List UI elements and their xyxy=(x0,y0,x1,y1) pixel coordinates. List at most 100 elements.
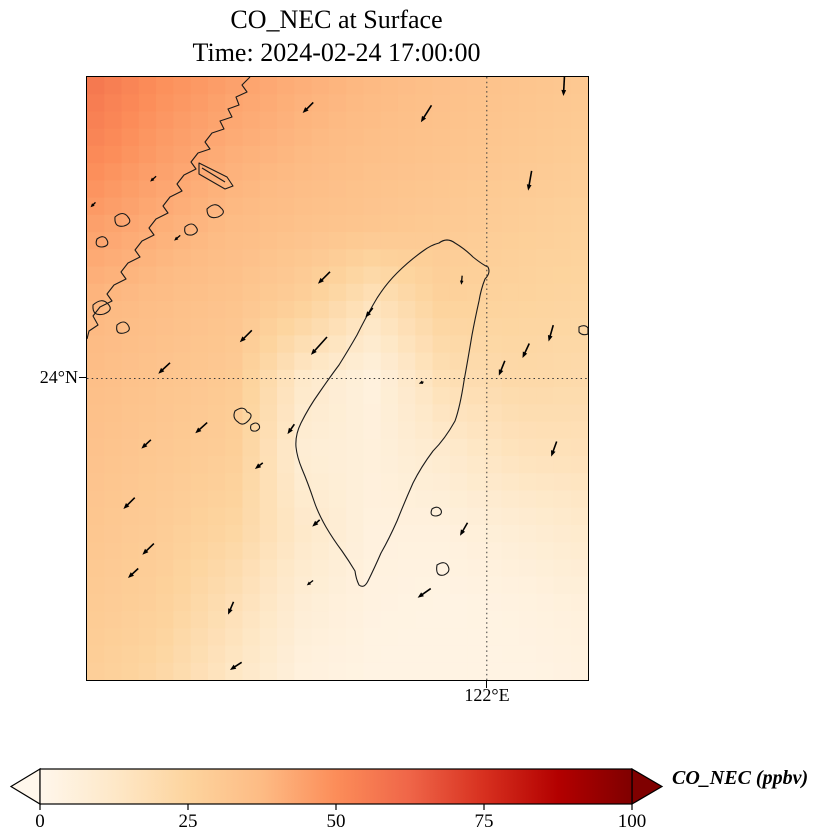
heatmap-cell xyxy=(536,507,555,526)
heatmap-cell xyxy=(259,421,278,440)
wind-arrow-head-icon xyxy=(547,335,553,342)
heatmap-cell xyxy=(346,232,365,250)
heatmap-cell xyxy=(277,94,295,113)
heatmap-cell xyxy=(328,232,347,250)
heatmap-cell xyxy=(397,524,416,543)
heatmap-cell xyxy=(346,94,365,113)
heatmap-cell xyxy=(363,335,382,354)
heatmap-cell xyxy=(104,232,123,250)
heatmap-cell xyxy=(380,180,399,199)
heatmap-cell xyxy=(467,542,485,560)
heatmap-cell xyxy=(518,94,537,113)
heatmap-cell xyxy=(397,283,416,302)
map-axes xyxy=(86,76,589,681)
heatmap-cell xyxy=(173,111,192,130)
wind-arrow-head-icon xyxy=(287,427,293,435)
heatmap-cell xyxy=(121,507,140,526)
heatmap-cell xyxy=(121,456,140,474)
island-coastline xyxy=(184,223,198,236)
heatmap-cell xyxy=(328,507,347,526)
heatmap-cell xyxy=(121,387,140,405)
heatmap-cell xyxy=(380,662,399,680)
heatmap-cell xyxy=(536,214,555,233)
heatmap-cell xyxy=(553,163,572,181)
heatmap-cell xyxy=(570,266,588,285)
heatmap-cell xyxy=(190,335,209,354)
heatmap-cell xyxy=(259,404,278,423)
heatmap-cell xyxy=(104,249,123,268)
heatmap-cell xyxy=(328,404,347,423)
wind-arrow-shaft xyxy=(422,104,433,120)
heatmap-cell xyxy=(294,438,313,457)
heatmap-cell xyxy=(484,645,503,664)
heatmap-cell xyxy=(553,421,572,440)
heatmap-cell xyxy=(173,421,192,440)
heatmap-cell xyxy=(311,180,330,199)
heatmap-cell xyxy=(121,352,140,371)
heatmap-cell xyxy=(363,404,382,423)
heatmap-cell xyxy=(121,524,140,543)
heatmap-cell xyxy=(380,421,399,440)
heatmap-cell xyxy=(501,283,520,302)
wind-arrow-head-icon xyxy=(550,450,556,457)
wind-arrow-head-icon xyxy=(312,520,319,527)
heatmap-cell xyxy=(121,576,140,595)
heatmap-cell xyxy=(259,94,278,113)
heatmap-cell xyxy=(311,318,330,337)
heatmap-cell xyxy=(570,77,588,95)
heatmap-cell xyxy=(536,524,555,543)
heatmap-cell xyxy=(380,145,399,164)
heatmap-cell xyxy=(536,421,555,440)
heatmap-cell xyxy=(346,542,365,560)
heatmap-cell xyxy=(536,163,555,181)
heatmap-cell xyxy=(518,404,537,423)
heatmap-cell xyxy=(432,559,451,578)
heatmap-cell xyxy=(484,421,503,440)
heatmap-cell xyxy=(121,490,140,509)
heatmap-cell xyxy=(553,352,572,371)
heatmap-cell xyxy=(415,111,434,130)
wind-arrow-head-icon xyxy=(317,277,324,284)
heatmap-cell xyxy=(277,576,295,595)
heatmap-cell xyxy=(259,335,278,354)
heatmap-cell xyxy=(277,611,295,629)
heatmap-cell xyxy=(190,232,209,250)
heatmap-cell xyxy=(311,645,330,664)
heatmap-cell xyxy=(484,387,503,405)
heatmap-cell xyxy=(328,611,347,629)
heatmap-cell xyxy=(156,576,174,595)
heatmap-cell xyxy=(259,611,278,629)
heatmap-cell xyxy=(225,456,244,474)
heatmap-cell xyxy=(397,507,416,526)
heatmap-cell xyxy=(467,559,485,578)
heatmap-cell xyxy=(346,662,365,680)
heatmap-cell xyxy=(363,111,382,130)
heatmap-cell xyxy=(225,300,244,319)
heatmap-cell xyxy=(432,645,451,664)
heatmap-cell xyxy=(328,145,347,164)
heatmap-cell xyxy=(328,335,347,354)
heatmap-cell xyxy=(380,128,399,147)
heatmap-cell xyxy=(553,542,572,560)
heatmap-cell xyxy=(415,335,434,354)
heatmap-cell xyxy=(259,283,278,302)
heatmap-cell xyxy=(138,404,157,423)
heatmap-cell xyxy=(449,94,468,113)
heatmap-cell xyxy=(432,145,451,164)
heatmap-cell xyxy=(328,283,347,302)
heatmap-cell xyxy=(190,369,209,388)
heatmap-cell xyxy=(207,94,226,113)
heatmap-cell xyxy=(190,283,209,302)
heatmap-cell xyxy=(104,163,123,181)
heatmap-cell xyxy=(173,335,192,354)
heatmap-cell xyxy=(328,542,347,560)
heatmap-cell xyxy=(311,94,330,113)
heatmap-cell xyxy=(190,473,209,492)
heatmap-cell xyxy=(570,404,588,423)
heatmap-cell xyxy=(121,335,140,354)
heatmap-cell xyxy=(518,542,537,560)
heatmap-cell xyxy=(277,214,295,233)
heatmap-cell xyxy=(190,611,209,629)
heatmap-cell xyxy=(104,524,123,543)
heatmap-cell xyxy=(121,163,140,181)
